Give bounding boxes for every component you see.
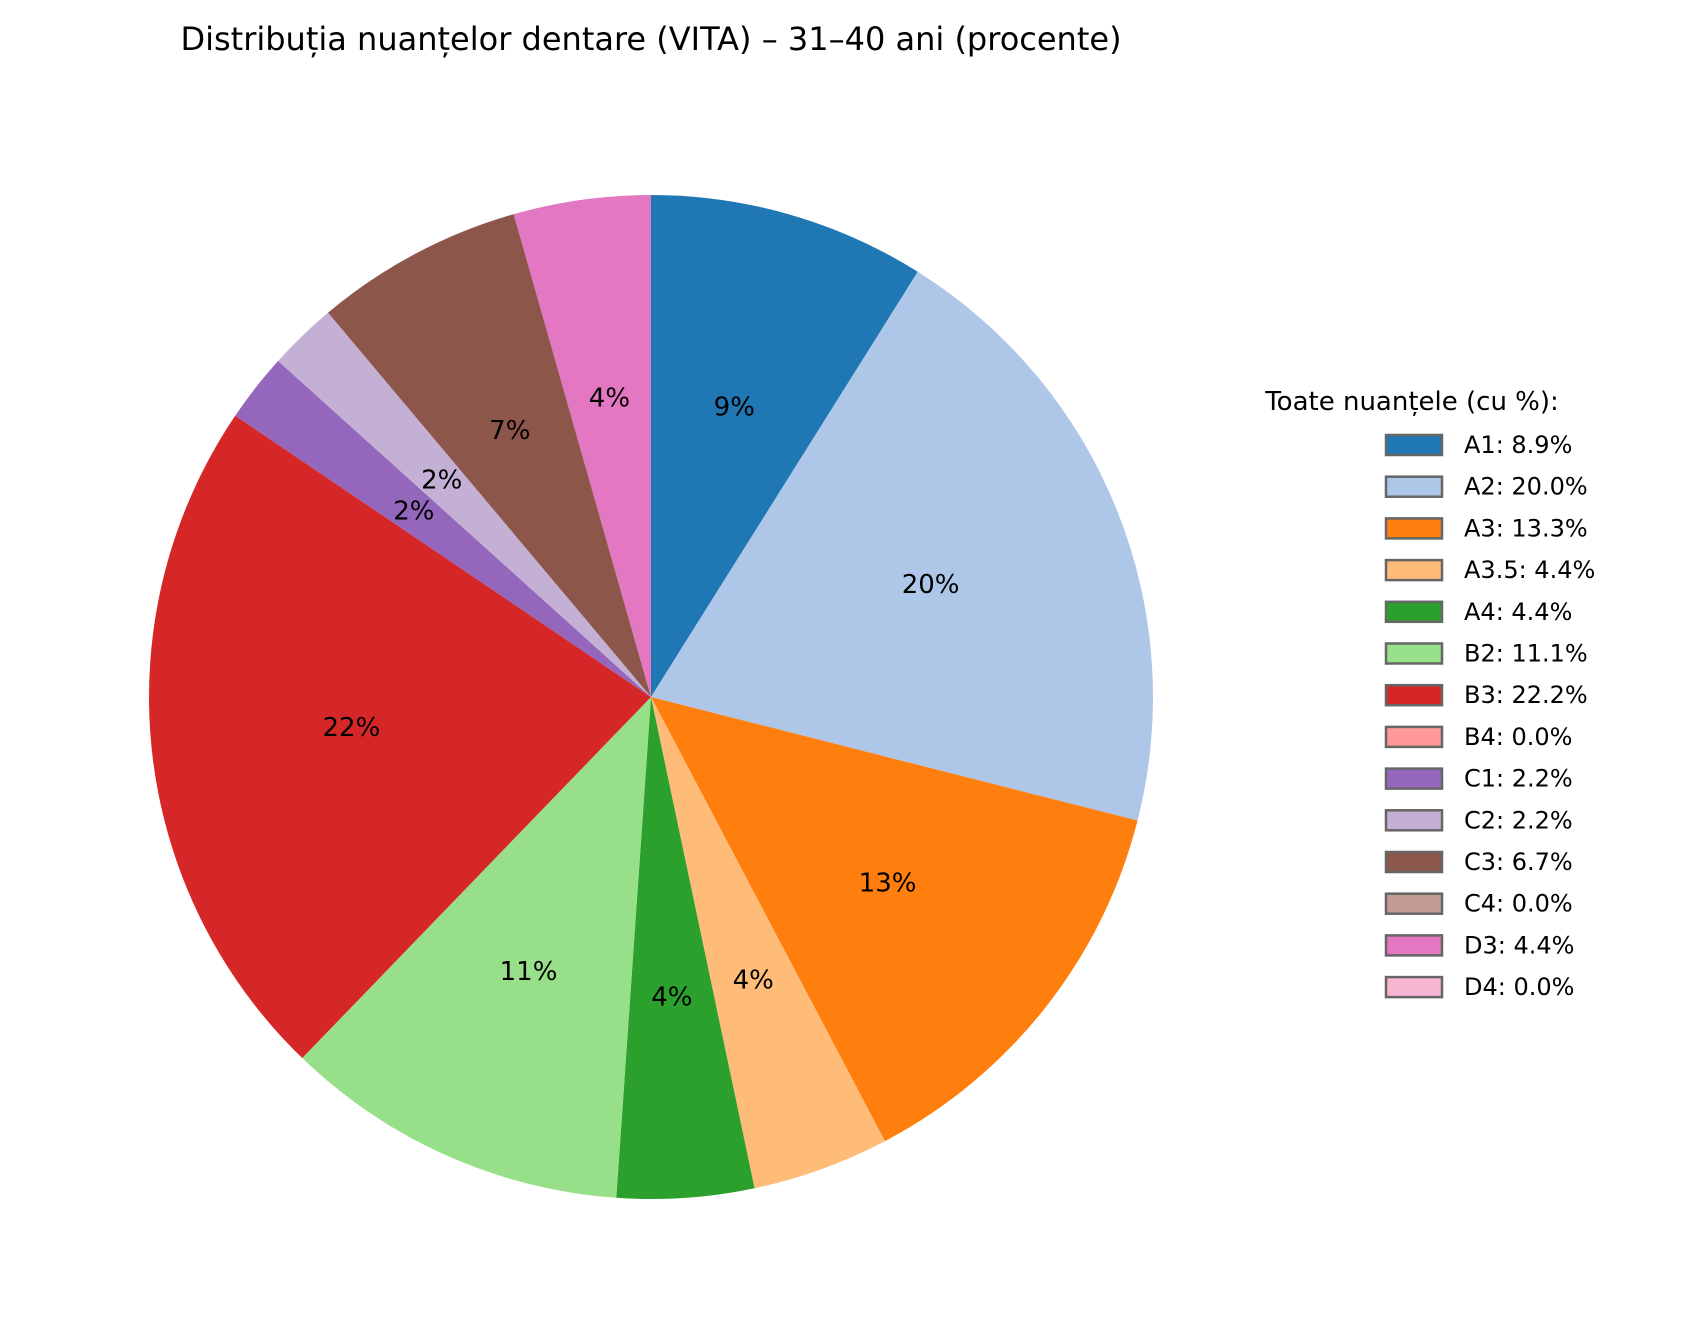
legend-swatch-b2 bbox=[1384, 642, 1444, 665]
slice-label-c1: 2% bbox=[393, 496, 434, 526]
slice-c3 bbox=[328, 214, 651, 697]
slice-label-a4: 4% bbox=[651, 982, 692, 1012]
legend-label-a4: A4: 4.4% bbox=[1464, 598, 1572, 626]
legend-label-b4: B4: 0.0% bbox=[1464, 723, 1572, 751]
legend-label-a3: A3: 13.3% bbox=[1464, 514, 1588, 542]
legend-swatch-c3 bbox=[1384, 850, 1444, 874]
legend-label-c1: C1: 2.2% bbox=[1464, 765, 1573, 793]
legend-swatch-a3 bbox=[1384, 517, 1444, 540]
pie-percent-labels: 9% 20% 13% 4% 4% 11% 22% 2%2% 7% 4% bbox=[323, 384, 960, 1013]
slice-b3 bbox=[149, 415, 651, 1059]
slice-label-a1: 9% bbox=[714, 393, 755, 423]
legend-swatch-b4 bbox=[1384, 725, 1444, 749]
slice-label-a3: 13% bbox=[859, 868, 917, 898]
pie-slices bbox=[149, 195, 1153, 1199]
legend-swatch-c4 bbox=[1384, 892, 1444, 915]
legend: Toate nuanțele (cu %): A1: 8.9% A2: 20.0%… bbox=[1264, 387, 1595, 1001]
slice-a2 bbox=[651, 271, 1153, 821]
legend-swatch-a2 bbox=[1384, 475, 1444, 498]
slice-a4 bbox=[616, 697, 755, 1199]
legend-swatch-a4 bbox=[1384, 600, 1444, 624]
legend-label-d3: D3: 4.4% bbox=[1464, 931, 1574, 959]
legend-label-a1: A1: 8.9% bbox=[1464, 431, 1572, 459]
legend-swatch-a3-5 bbox=[1384, 558, 1444, 582]
chart-title: Distribuția nuanțelor dentare (VITA) – 3… bbox=[180, 20, 1121, 58]
legend-swatch-b3 bbox=[1384, 683, 1444, 707]
slice-label-a3-5: 4% bbox=[733, 965, 774, 995]
legend-label-c3: C3: 6.7% bbox=[1464, 848, 1573, 876]
slice-label-a2: 20% bbox=[902, 570, 960, 600]
legend-label-a3-5: A3.5: 4.4% bbox=[1464, 556, 1595, 584]
legend-swatch-c2 bbox=[1384, 809, 1444, 832]
slice-c2 bbox=[278, 312, 651, 697]
slice-a3 bbox=[651, 697, 1138, 1142]
slice-b2 bbox=[302, 697, 651, 1198]
legend-swatch-d3 bbox=[1384, 934, 1444, 957]
legend-label-c2: C2: 2.2% bbox=[1464, 806, 1573, 834]
legend-label-a2: A2: 20.0% bbox=[1464, 473, 1588, 501]
legend-title: Toate nuanțele (cu %): bbox=[1264, 387, 1559, 417]
legend-label-b2: B2: 11.1% bbox=[1464, 640, 1588, 668]
legend-label-c4: C4: 0.0% bbox=[1464, 890, 1573, 918]
slice-c1 bbox=[235, 360, 651, 697]
slice-d3 bbox=[513, 195, 651, 697]
legend-label-b3: B3: 22.2% bbox=[1464, 681, 1588, 709]
slice-label-c2: 2% bbox=[421, 465, 462, 495]
legend-swatch-d4 bbox=[1384, 975, 1444, 999]
slice-a1 bbox=[651, 195, 918, 697]
slice-a3-5 bbox=[651, 697, 885, 1189]
slice-label-b3: 22% bbox=[323, 713, 381, 743]
slice-label-d3: 4% bbox=[589, 384, 630, 414]
legend-swatch-c1 bbox=[1384, 767, 1444, 790]
slice-label-b2: 11% bbox=[500, 957, 558, 987]
legend-label-d4: D4: 0.0% bbox=[1464, 973, 1574, 1001]
legend-swatch-a1 bbox=[1384, 433, 1444, 457]
slice-label-c3: 7% bbox=[489, 416, 530, 446]
legend-items: A1: 8.9% A2: 20.0% A3: 13.3% A3.5: 4.4% A4: … bbox=[1384, 431, 1595, 1001]
